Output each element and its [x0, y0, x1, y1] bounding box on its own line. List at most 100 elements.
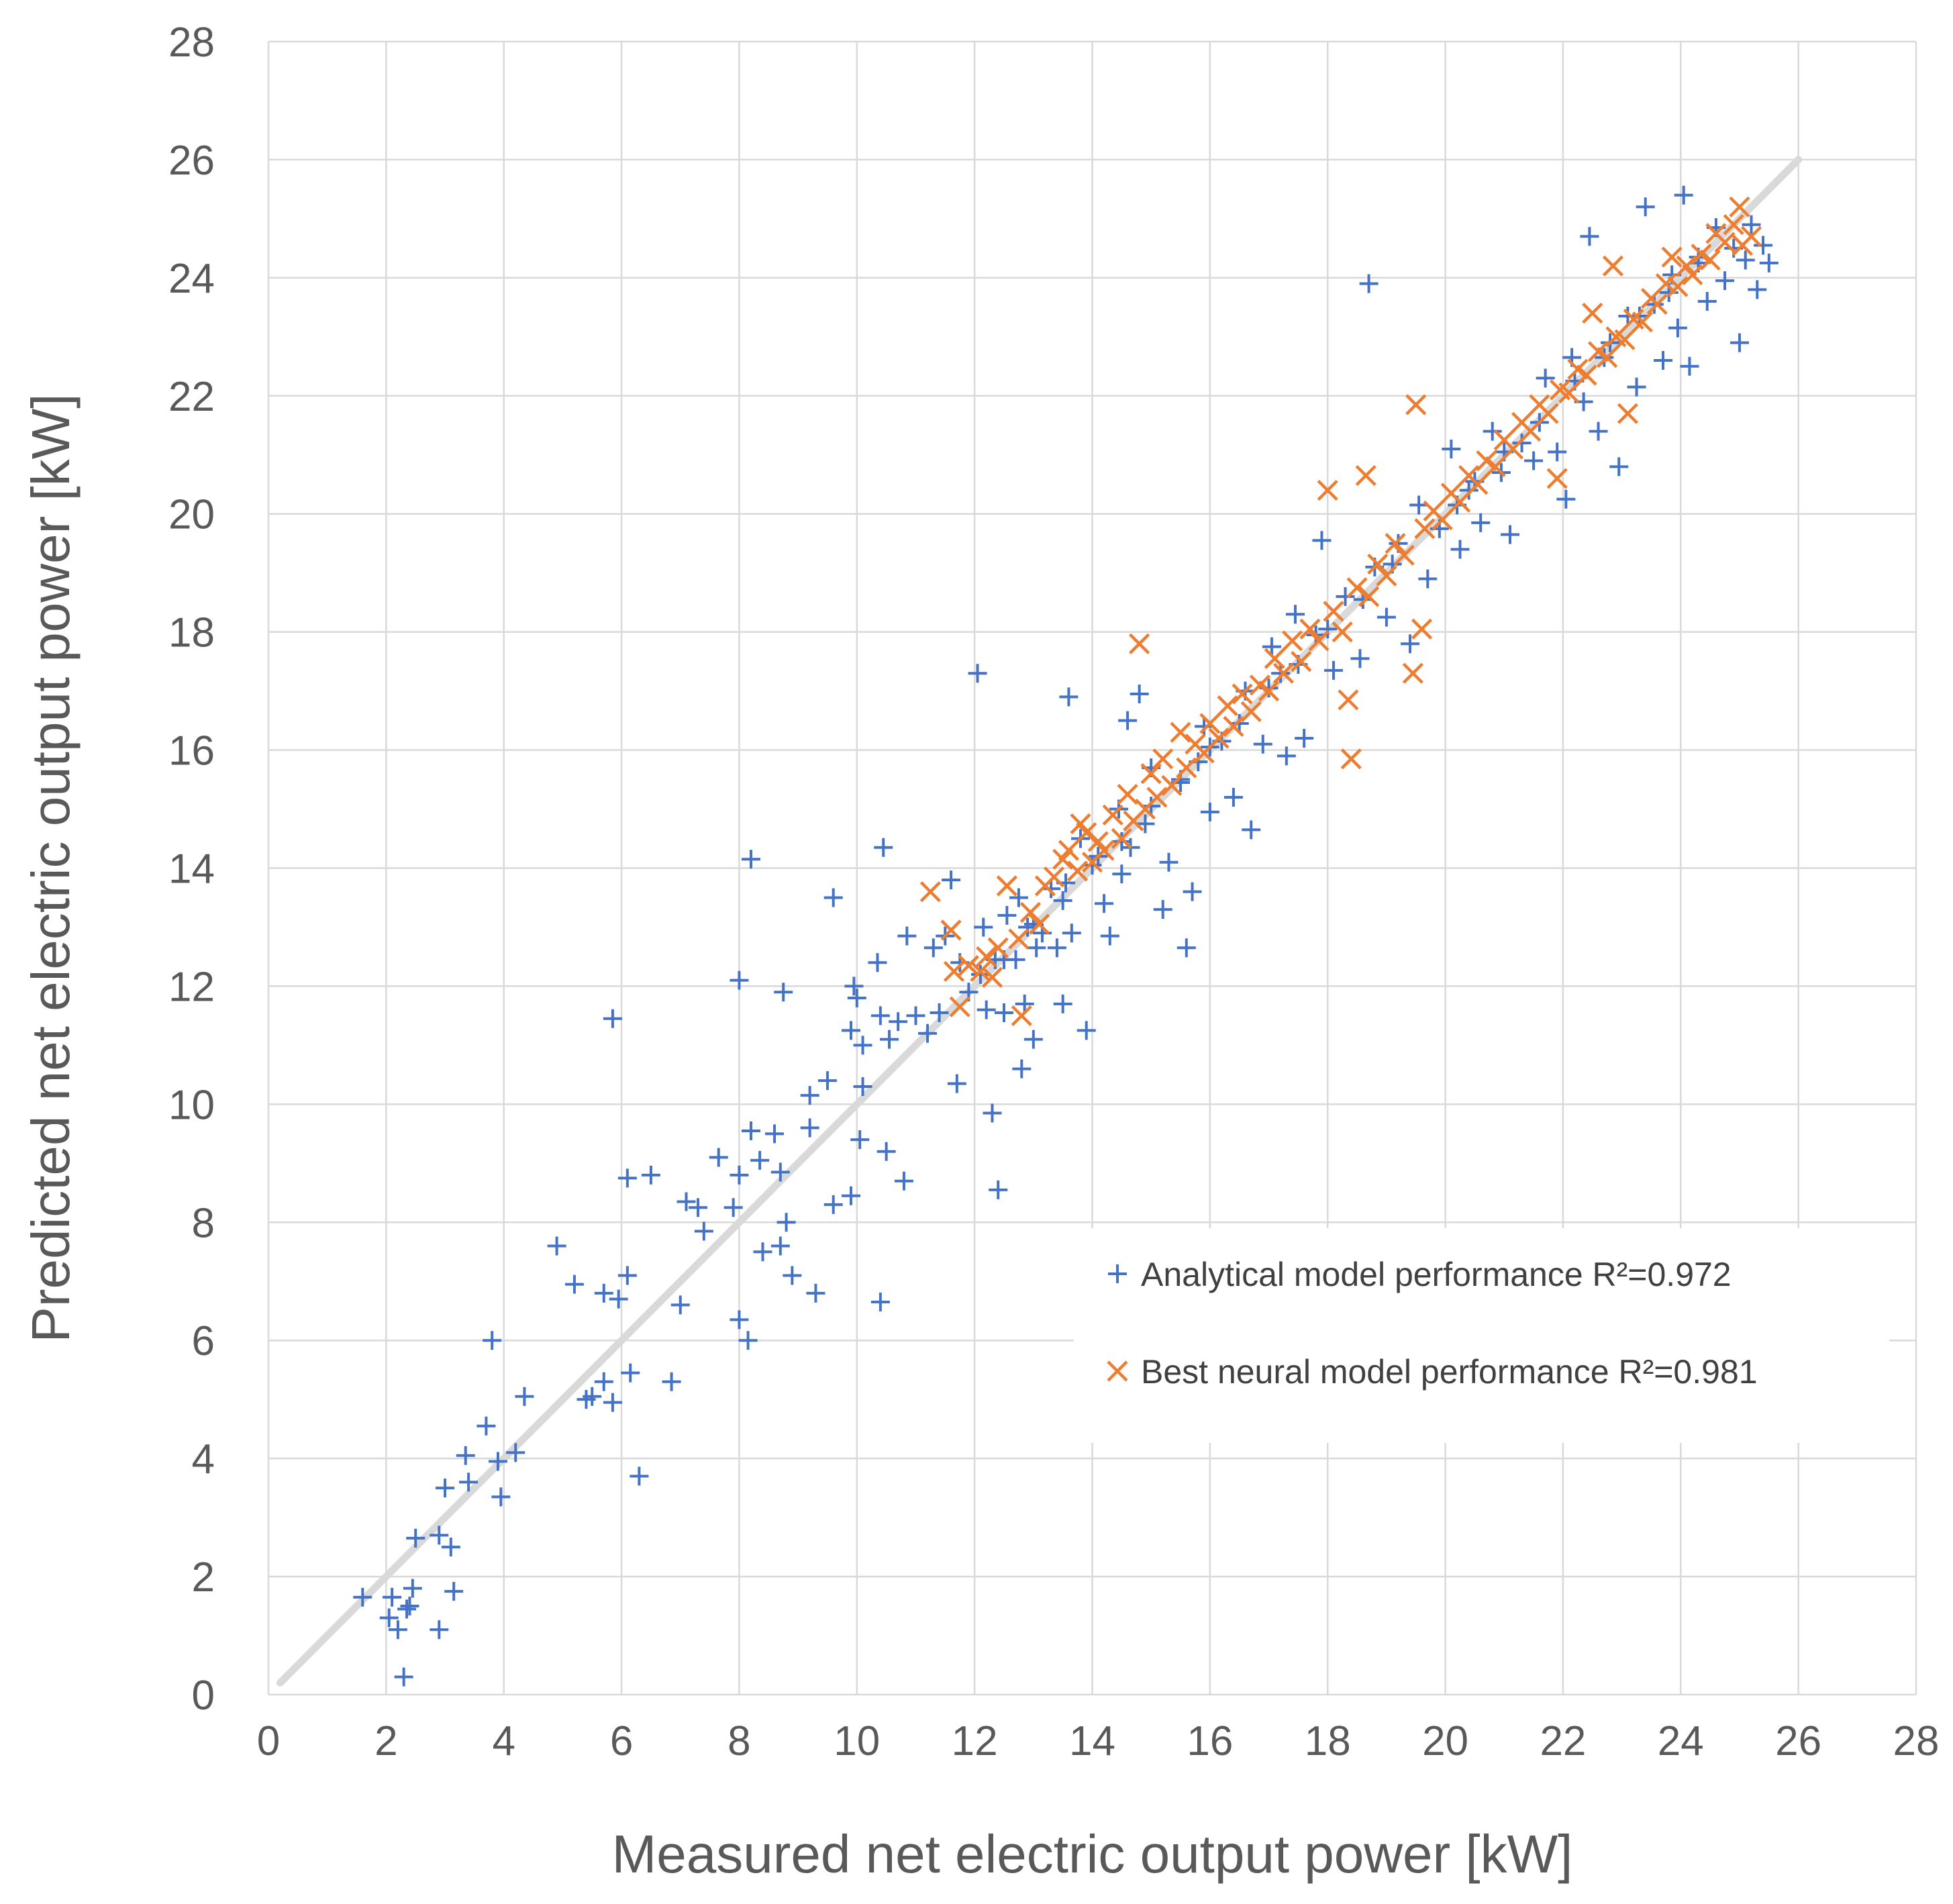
- data-point-x: [1358, 586, 1380, 607]
- data-point-x: [1066, 860, 1089, 882]
- data-point-plus: [506, 1443, 525, 1462]
- data-point-plus: [906, 1006, 925, 1025]
- x-tick-label: 28: [1893, 1718, 1940, 1764]
- data-point-x: [940, 919, 962, 941]
- x-tick-label: 2: [374, 1718, 397, 1764]
- data-point-x: [981, 966, 1003, 988]
- data-point-plus: [889, 1012, 908, 1032]
- data-point-plus: [817, 1071, 837, 1091]
- y-tick-label: 4: [192, 1436, 215, 1483]
- x-tick-label: 20: [1422, 1718, 1468, 1764]
- data-point-x: [1667, 276, 1689, 297]
- data-point-plus: [844, 976, 864, 996]
- data-point-plus: [1095, 894, 1114, 913]
- y-tick-label: 20: [168, 492, 215, 538]
- data-point-plus: [1062, 923, 1081, 943]
- data-point-x: [1411, 618, 1433, 640]
- data-point-plus: [968, 664, 987, 683]
- data-point-plus: [1400, 634, 1419, 654]
- data-point-plus: [1262, 637, 1281, 656]
- data-point-x: [1614, 329, 1636, 350]
- x-tick-label: 22: [1540, 1718, 1586, 1764]
- y-tick-label: 6: [192, 1318, 215, 1364]
- data-point-plus: [515, 1387, 534, 1406]
- data-point-plus: [406, 1528, 425, 1548]
- data-point-x: [996, 875, 1017, 897]
- y-tick-label: 28: [168, 19, 215, 66]
- data-point-plus: [823, 1195, 843, 1214]
- data-point-plus: [1754, 236, 1773, 255]
- data-point-plus: [976, 1000, 996, 1019]
- data-point-plus: [1112, 832, 1132, 851]
- data-point-plus: [617, 1168, 637, 1188]
- data-point-plus: [1636, 197, 1655, 217]
- data-point-plus: [1674, 185, 1693, 205]
- data-point-x: [1367, 553, 1389, 575]
- data-point-x: [1723, 214, 1744, 236]
- x-axis-title: Measured net electric output power [kW]: [612, 1824, 1573, 1884]
- data-point-x: [1299, 618, 1321, 640]
- data-point-x: [1102, 804, 1123, 825]
- data-point-plus: [1736, 250, 1755, 270]
- data-point-plus: [947, 1074, 966, 1093]
- data-point-plus: [800, 1118, 819, 1138]
- data-point-plus: [430, 1525, 449, 1545]
- data-point-plus: [847, 989, 866, 1008]
- data-point-plus: [1548, 442, 1567, 462]
- data-point-plus: [1015, 994, 1034, 1013]
- data-point-plus: [1580, 227, 1599, 246]
- data-point-plus: [1442, 439, 1461, 458]
- data-point-x: [1340, 748, 1362, 770]
- data-point-x: [1502, 438, 1523, 460]
- data-point-x: [1432, 509, 1453, 531]
- data-point-plus: [1042, 879, 1061, 899]
- data-point-x: [1714, 232, 1736, 253]
- y-tick-label: 18: [168, 610, 215, 656]
- data-point-x: [1567, 358, 1589, 380]
- data-point-x: [1691, 244, 1712, 265]
- data-point-plus: [1742, 215, 1761, 234]
- data-point-x: [1376, 565, 1397, 587]
- data-point-plus: [694, 1221, 713, 1241]
- data-point-x: [1449, 491, 1471, 513]
- data-point-plus: [1176, 938, 1196, 958]
- data-point-plus: [1524, 451, 1544, 470]
- data-point-plus: [870, 1293, 890, 1312]
- data-point-x: [1282, 630, 1303, 652]
- x-tick-label: 26: [1775, 1718, 1821, 1764]
- data-point-plus: [750, 1150, 770, 1170]
- data-point-plus: [1759, 253, 1779, 272]
- data-point-plus: [1276, 746, 1296, 766]
- data-point-plus: [1323, 660, 1343, 680]
- data-point-plus: [1450, 540, 1470, 559]
- data-point-x: [1576, 364, 1597, 386]
- y-tick-label: 24: [168, 256, 215, 302]
- data-point-x: [1597, 347, 1618, 368]
- data-point-plus: [1195, 717, 1214, 736]
- data-point-x: [1140, 763, 1162, 785]
- data-point-x: [1129, 633, 1150, 654]
- y-axis-title: Predicted net electric output power [kW]: [21, 394, 81, 1343]
- data-point-x: [1217, 695, 1238, 717]
- data-point-x: [1520, 420, 1542, 442]
- data-point-plus: [1668, 318, 1687, 338]
- data-point-plus: [774, 983, 793, 1002]
- data-point-x: [1538, 403, 1559, 424]
- data-point-plus: [353, 1587, 372, 1607]
- data-point-plus: [1471, 513, 1491, 532]
- data-point-plus: [877, 1142, 896, 1161]
- data-point-plus: [1285, 605, 1305, 624]
- data-point-x: [987, 937, 1009, 958]
- x-tick-label: 24: [1658, 1718, 1704, 1764]
- data-point-plus: [1556, 489, 1576, 509]
- data-point-plus: [430, 1620, 449, 1640]
- data-point-plus: [547, 1236, 566, 1256]
- data-point-plus: [394, 1667, 413, 1687]
- data-point-plus: [441, 1538, 460, 1557]
- data-point-plus: [1047, 938, 1066, 958]
- x-tick-label: 18: [1305, 1718, 1351, 1764]
- data-point-plus: [1418, 569, 1438, 589]
- x-tick-label: 14: [1069, 1718, 1115, 1764]
- x-tick-label: 6: [610, 1718, 633, 1764]
